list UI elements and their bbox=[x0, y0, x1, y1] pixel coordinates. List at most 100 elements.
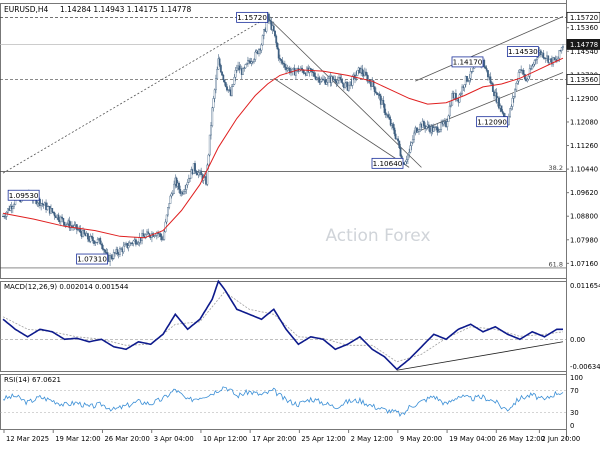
horizontal-levels bbox=[0, 17, 566, 269]
candle-body bbox=[519, 69, 521, 73]
candle-body bbox=[312, 71, 315, 74]
candle-body bbox=[472, 68, 475, 72]
rsi-tick-label: 70 bbox=[570, 387, 579, 395]
candle-body bbox=[553, 57, 556, 61]
candle-body bbox=[45, 202, 47, 210]
candle-body bbox=[455, 93, 457, 101]
macd-tick-label: 0.011654 bbox=[570, 282, 600, 290]
candle-body bbox=[410, 142, 413, 146]
candle-body bbox=[4, 216, 7, 218]
candle-body bbox=[231, 86, 233, 96]
current-price-box bbox=[566, 39, 600, 50]
price-label: 1.14170 bbox=[453, 58, 483, 67]
candle-body bbox=[104, 249, 107, 253]
candle-body bbox=[560, 47, 563, 51]
candle-body bbox=[432, 127, 435, 132]
candle-body bbox=[483, 60, 486, 67]
price-tick-label: 1.09620 bbox=[570, 189, 598, 197]
candle-body bbox=[517, 72, 520, 82]
price-label-box bbox=[76, 253, 109, 265]
candle-body bbox=[179, 189, 182, 194]
candle-body bbox=[331, 76, 334, 80]
candle-body bbox=[327, 77, 329, 83]
candle-body bbox=[244, 64, 247, 69]
candle-body bbox=[319, 81, 322, 83]
candle-body bbox=[437, 131, 440, 133]
candle-body bbox=[40, 203, 43, 207]
macd-tick-label: 0.00 bbox=[570, 336, 585, 344]
candle-body bbox=[526, 79, 529, 82]
candle-body bbox=[272, 25, 275, 32]
candle-body bbox=[101, 244, 104, 250]
panel-frames bbox=[0, 0, 567, 440]
candle-body bbox=[458, 94, 461, 103]
candle-body bbox=[520, 69, 523, 71]
price-label-box bbox=[476, 116, 509, 128]
candle-body bbox=[399, 147, 402, 157]
candle-body bbox=[52, 211, 55, 214]
candle-body bbox=[356, 70, 359, 76]
candle-body bbox=[466, 76, 468, 82]
candle-body bbox=[251, 61, 254, 63]
candle-body bbox=[57, 214, 60, 221]
candle-body bbox=[41, 203, 44, 205]
time-tick-label: 2 Jun 20:00 bbox=[541, 435, 580, 443]
candle-body bbox=[224, 82, 227, 87]
candle-body bbox=[415, 127, 418, 133]
candle-body bbox=[267, 13, 270, 21]
candle-body bbox=[446, 121, 449, 127]
candle-body bbox=[484, 66, 487, 69]
candle-body bbox=[495, 92, 498, 103]
price-axis: 1.153601.145401.137201.129001.120801.112… bbox=[566, 11, 600, 430]
candle-body bbox=[142, 233, 145, 237]
candle-body bbox=[463, 84, 466, 88]
candle-body bbox=[46, 206, 49, 210]
candle-body bbox=[68, 220, 71, 229]
candle-body bbox=[552, 57, 555, 65]
candle-body bbox=[216, 69, 219, 79]
candle-body bbox=[279, 57, 281, 60]
candle-body bbox=[39, 199, 41, 207]
candle-body bbox=[221, 71, 223, 76]
candle-body bbox=[439, 129, 441, 132]
candle-body bbox=[539, 50, 542, 56]
candle-body bbox=[218, 58, 221, 66]
candle-body bbox=[339, 77, 342, 80]
candle-body bbox=[36, 202, 39, 204]
price-tick-label: 1.12080 bbox=[570, 118, 598, 126]
candle-body bbox=[536, 57, 539, 60]
candle-body bbox=[448, 105, 451, 117]
candle-body bbox=[388, 117, 391, 120]
candle-body bbox=[170, 193, 173, 197]
candle-body bbox=[222, 74, 225, 81]
candle-body bbox=[427, 124, 430, 129]
price-label-box bbox=[7, 189, 40, 201]
price-label: 1.07310 bbox=[77, 255, 107, 264]
price-label-box bbox=[506, 46, 539, 57]
price-tick-label: 1.08800 bbox=[570, 213, 598, 221]
candle-body bbox=[63, 221, 66, 226]
candle-body bbox=[409, 145, 412, 153]
candle-body bbox=[336, 79, 339, 84]
candle-body bbox=[325, 82, 328, 85]
candle-body bbox=[183, 191, 185, 195]
candle-body bbox=[347, 84, 350, 91]
candle-body bbox=[169, 195, 172, 204]
candle-body bbox=[522, 70, 525, 75]
candle-body bbox=[450, 104, 452, 107]
candle-body bbox=[302, 69, 305, 74]
candle-body bbox=[451, 93, 454, 106]
candle-body bbox=[136, 243, 139, 245]
candle-body bbox=[500, 105, 503, 112]
candle-body bbox=[425, 126, 428, 129]
candle-body bbox=[315, 77, 318, 80]
candle-body bbox=[318, 77, 321, 83]
candle-body bbox=[51, 208, 54, 213]
candle-body bbox=[276, 42, 279, 50]
candle-body bbox=[277, 48, 280, 59]
candle-body bbox=[531, 65, 534, 70]
candle-body bbox=[387, 114, 390, 118]
time-tick-label: 25 Apr 12:00 bbox=[301, 435, 345, 443]
price-tick-label: 1.10440 bbox=[570, 166, 598, 174]
candle-body bbox=[408, 152, 411, 156]
